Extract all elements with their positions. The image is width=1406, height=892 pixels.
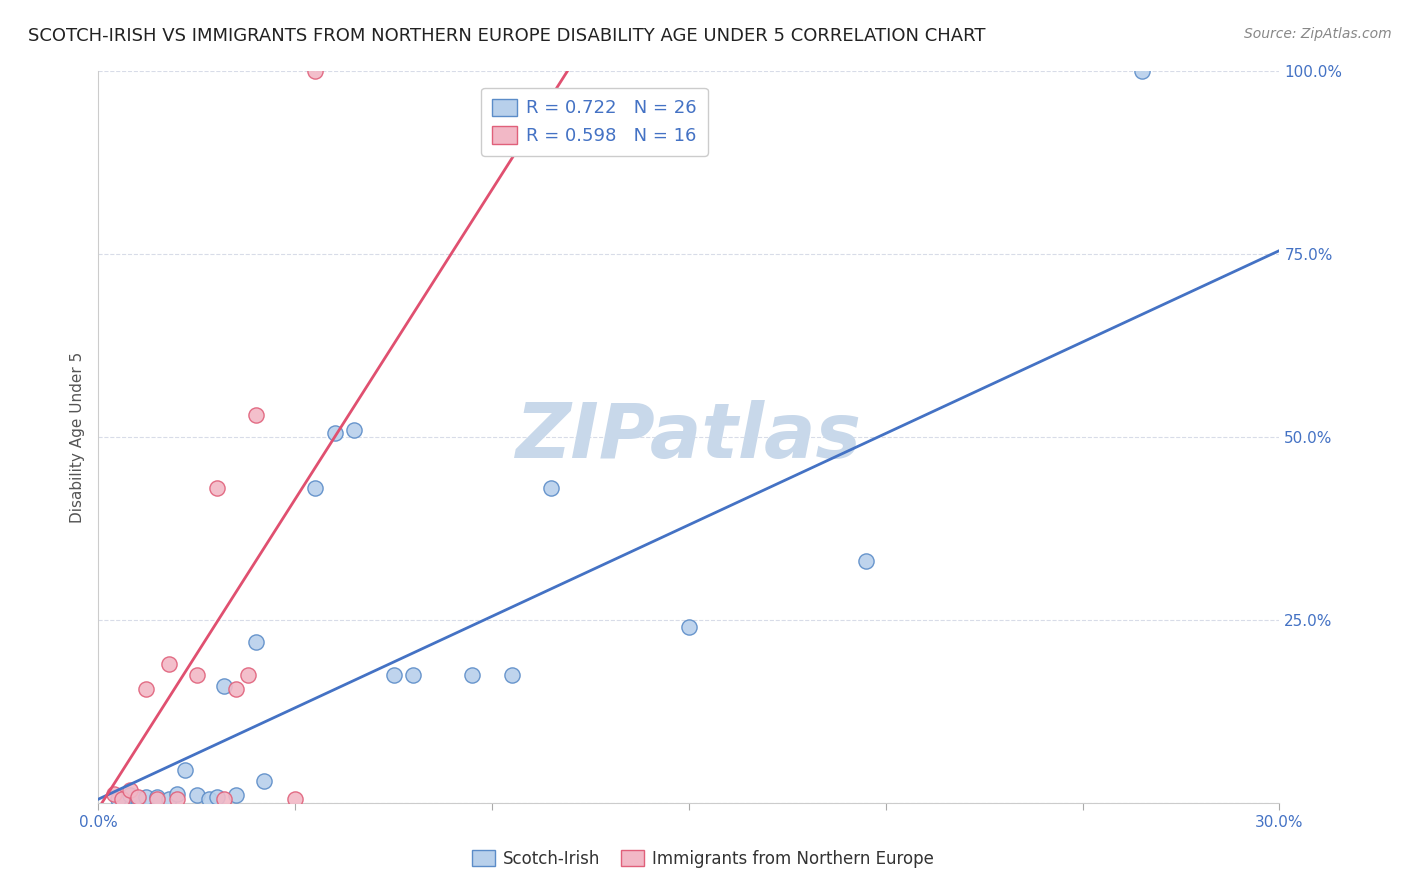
- Point: [1130, 64, 1153, 78]
- Point: [855, 554, 877, 568]
- Point: [146, 789, 169, 804]
- Legend: R = 0.722   N = 26, R = 0.598   N = 16: R = 0.722 N = 26, R = 0.598 N = 16: [481, 87, 707, 156]
- Point: [186, 667, 208, 681]
- Point: [157, 657, 180, 671]
- Text: Source: ZipAtlas.com: Source: ZipAtlas.com: [1244, 27, 1392, 41]
- Point: [253, 773, 276, 788]
- Point: [214, 679, 236, 693]
- Point: [135, 789, 157, 804]
- Point: [236, 667, 259, 681]
- Point: [118, 789, 141, 803]
- Point: [214, 792, 236, 806]
- Point: [166, 792, 188, 806]
- Point: [111, 792, 134, 806]
- Point: [205, 481, 228, 495]
- Point: [107, 792, 129, 806]
- Point: [382, 667, 405, 681]
- Point: [678, 620, 700, 634]
- Point: [197, 792, 219, 806]
- Text: ZIPatlas: ZIPatlas: [516, 401, 862, 474]
- Point: [402, 667, 425, 681]
- Point: [103, 787, 125, 801]
- Point: [157, 792, 180, 806]
- Point: [540, 481, 562, 495]
- Y-axis label: Disability Age Under 5: Disability Age Under 5: [70, 351, 86, 523]
- Point: [127, 792, 149, 806]
- Point: [186, 789, 208, 803]
- Point: [343, 423, 366, 437]
- Point: [225, 789, 247, 803]
- Point: [205, 789, 228, 804]
- Point: [225, 682, 247, 697]
- Point: [245, 408, 267, 422]
- Text: SCOTCH-IRISH VS IMMIGRANTS FROM NORTHERN EUROPE DISABILITY AGE UNDER 5 CORRELATI: SCOTCH-IRISH VS IMMIGRANTS FROM NORTHERN…: [28, 27, 986, 45]
- Point: [166, 787, 188, 801]
- Point: [304, 481, 326, 495]
- Point: [284, 792, 307, 806]
- Point: [461, 667, 484, 681]
- Point: [135, 682, 157, 697]
- Point: [127, 789, 149, 804]
- Point: [501, 667, 523, 681]
- Point: [323, 426, 346, 441]
- Point: [304, 64, 326, 78]
- Point: [245, 635, 267, 649]
- Point: [146, 792, 169, 806]
- Point: [174, 763, 197, 777]
- Legend: Scotch-Irish, Immigrants from Northern Europe: Scotch-Irish, Immigrants from Northern E…: [465, 844, 941, 875]
- Point: [118, 782, 141, 797]
